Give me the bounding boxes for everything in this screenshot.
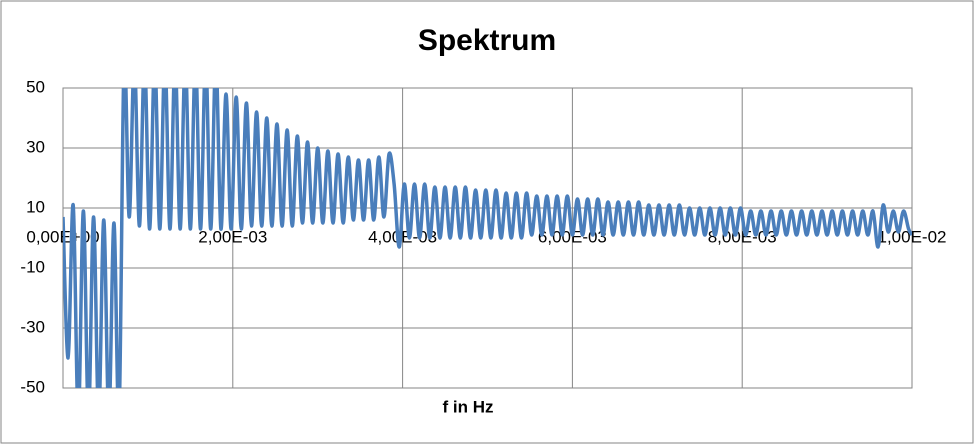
x-tick-label: 6,00E-03: [538, 227, 607, 246]
x-tick-label: 2,00E-03: [198, 227, 267, 246]
y-tick-label: -30: [20, 317, 45, 336]
chart-title: Spektrum: [418, 24, 556, 57]
y-tick-label: 30: [26, 137, 45, 156]
y-tick-label: -10: [20, 257, 45, 276]
data-line: [63, 88, 912, 388]
y-tick-label: 10: [26, 197, 45, 216]
x-axis-title: f in Hz: [443, 397, 494, 416]
y-tick-label: -50: [20, 377, 45, 396]
y-tick-label: 50: [26, 77, 45, 96]
x-tick-label: 1,00E-02: [878, 227, 947, 246]
